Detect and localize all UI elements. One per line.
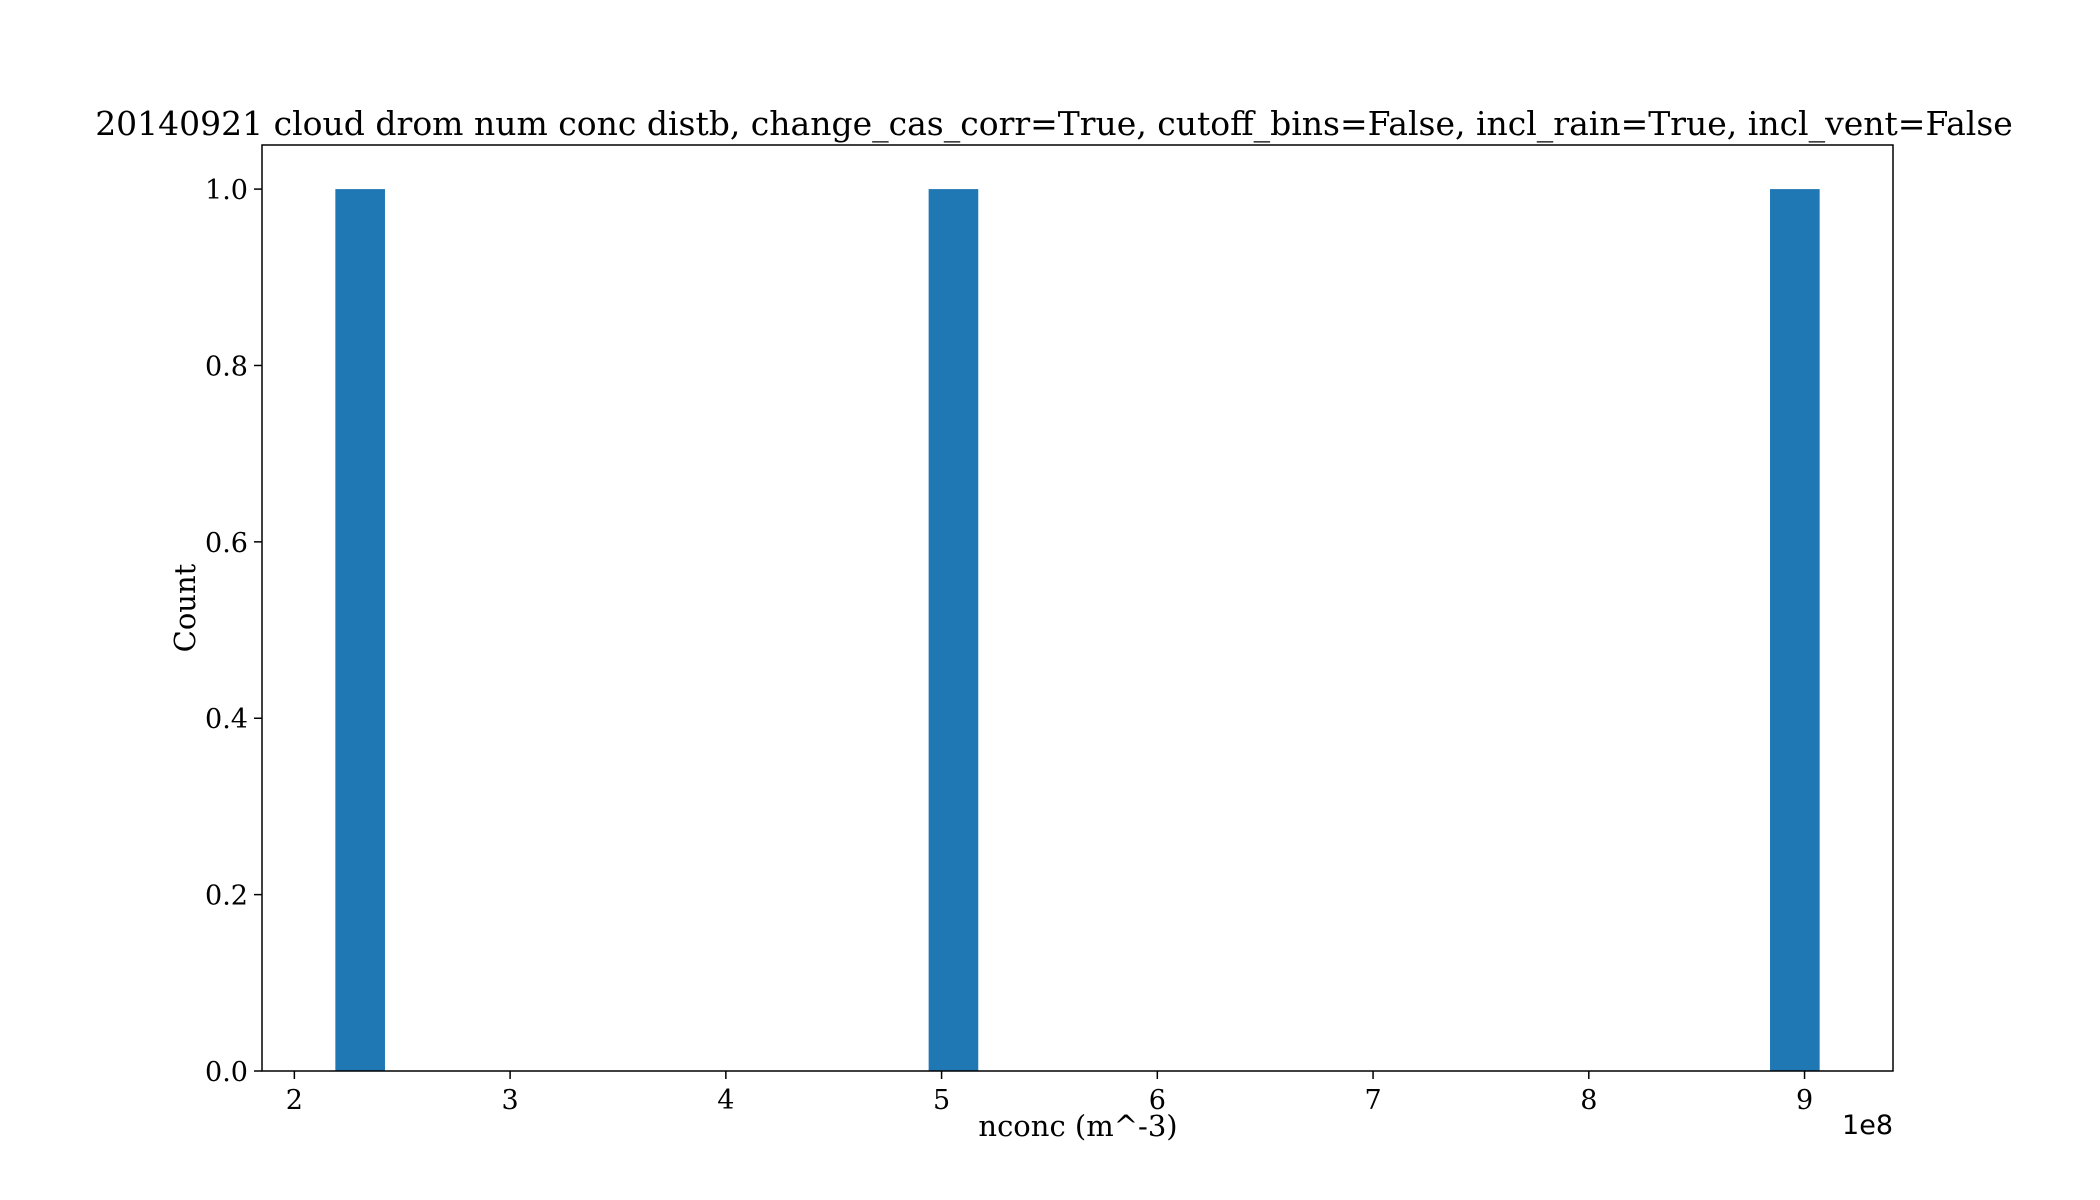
y-axis-label: Count: [168, 563, 202, 652]
y-tick-label: 0.2: [205, 881, 248, 912]
x-axis-offset-label: 1e8: [1842, 1110, 1893, 1141]
histogram-bar-1: [335, 189, 385, 1072]
x-tick-label: 9: [1796, 1085, 1813, 1116]
y-tick-label: 0.8: [205, 351, 248, 382]
y-tick-label: 0.6: [205, 528, 248, 559]
y-axis-ticks: 0.0 0.2 0.4 0.6 0.8 1.0: [205, 175, 262, 1088]
histogram-bar-2: [928, 189, 979, 1072]
x-tick-label: 6: [1149, 1085, 1166, 1116]
chart-title: 20140921 cloud drom num conc distb, chan…: [95, 104, 2013, 144]
y-tick-label: 0.0: [205, 1057, 248, 1088]
histogram-bar-3: [1770, 189, 1820, 1072]
x-tick-label: 3: [502, 1085, 519, 1116]
x-tick-label: 4: [717, 1085, 734, 1116]
bars-layer: [335, 189, 1820, 1072]
x-tick-label: 2: [286, 1085, 303, 1116]
y-tick-label: 0.4: [205, 704, 248, 735]
plot-frame: [261, 144, 1894, 1072]
x-tick-label: 5: [933, 1085, 950, 1116]
x-axis-ticks: 2 3 4 5 6 7 8 9: [286, 1071, 1813, 1116]
y-tick-label: 1.0: [205, 175, 248, 206]
x-tick-label: 7: [1364, 1085, 1381, 1116]
x-axis-label: nconc (m^-3): [978, 1109, 1177, 1143]
x-tick-label: 8: [1580, 1085, 1597, 1116]
